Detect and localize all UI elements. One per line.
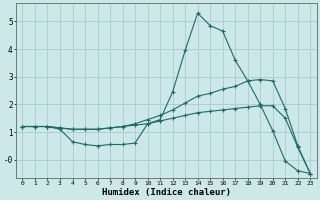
X-axis label: Humidex (Indice chaleur): Humidex (Indice chaleur) xyxy=(102,188,231,197)
